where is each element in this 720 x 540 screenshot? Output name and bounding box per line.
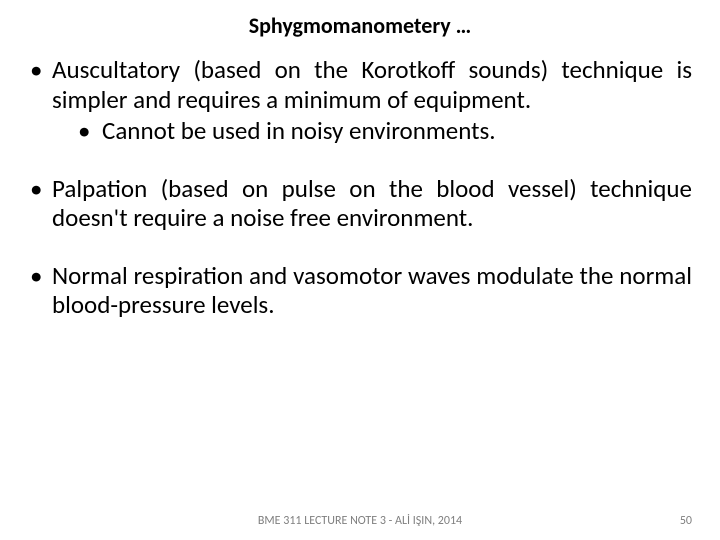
- bullet-item-1: Auscultatory (based on the Korotkoff sou…: [28, 55, 692, 146]
- sub-bullet-list: Cannot be used in noisy environments.: [52, 116, 692, 146]
- page-number: 50: [680, 514, 692, 528]
- slide-content: Auscultatory (based on the Korotkoff sou…: [28, 55, 692, 320]
- bullet-text: Auscultatory (based on the Korotkoff sou…: [52, 54, 692, 115]
- slide-title: Sphygmomanometery …: [28, 12, 692, 39]
- bullet-item-2: Palpation (based on pulse on the blood v…: [28, 174, 692, 233]
- bullet-item-3: Normal respiration and vasomotor waves m…: [28, 261, 692, 320]
- sub-bullet-item-1: Cannot be used in noisy environments.: [52, 116, 692, 146]
- footer-text: BME 311 LECTURE NOTE 3 - ALİ IŞIN, 2014: [0, 514, 720, 528]
- bullet-list: Auscultatory (based on the Korotkoff sou…: [28, 55, 692, 320]
- slide: Sphygmomanometery … Auscultatory (based …: [0, 0, 720, 540]
